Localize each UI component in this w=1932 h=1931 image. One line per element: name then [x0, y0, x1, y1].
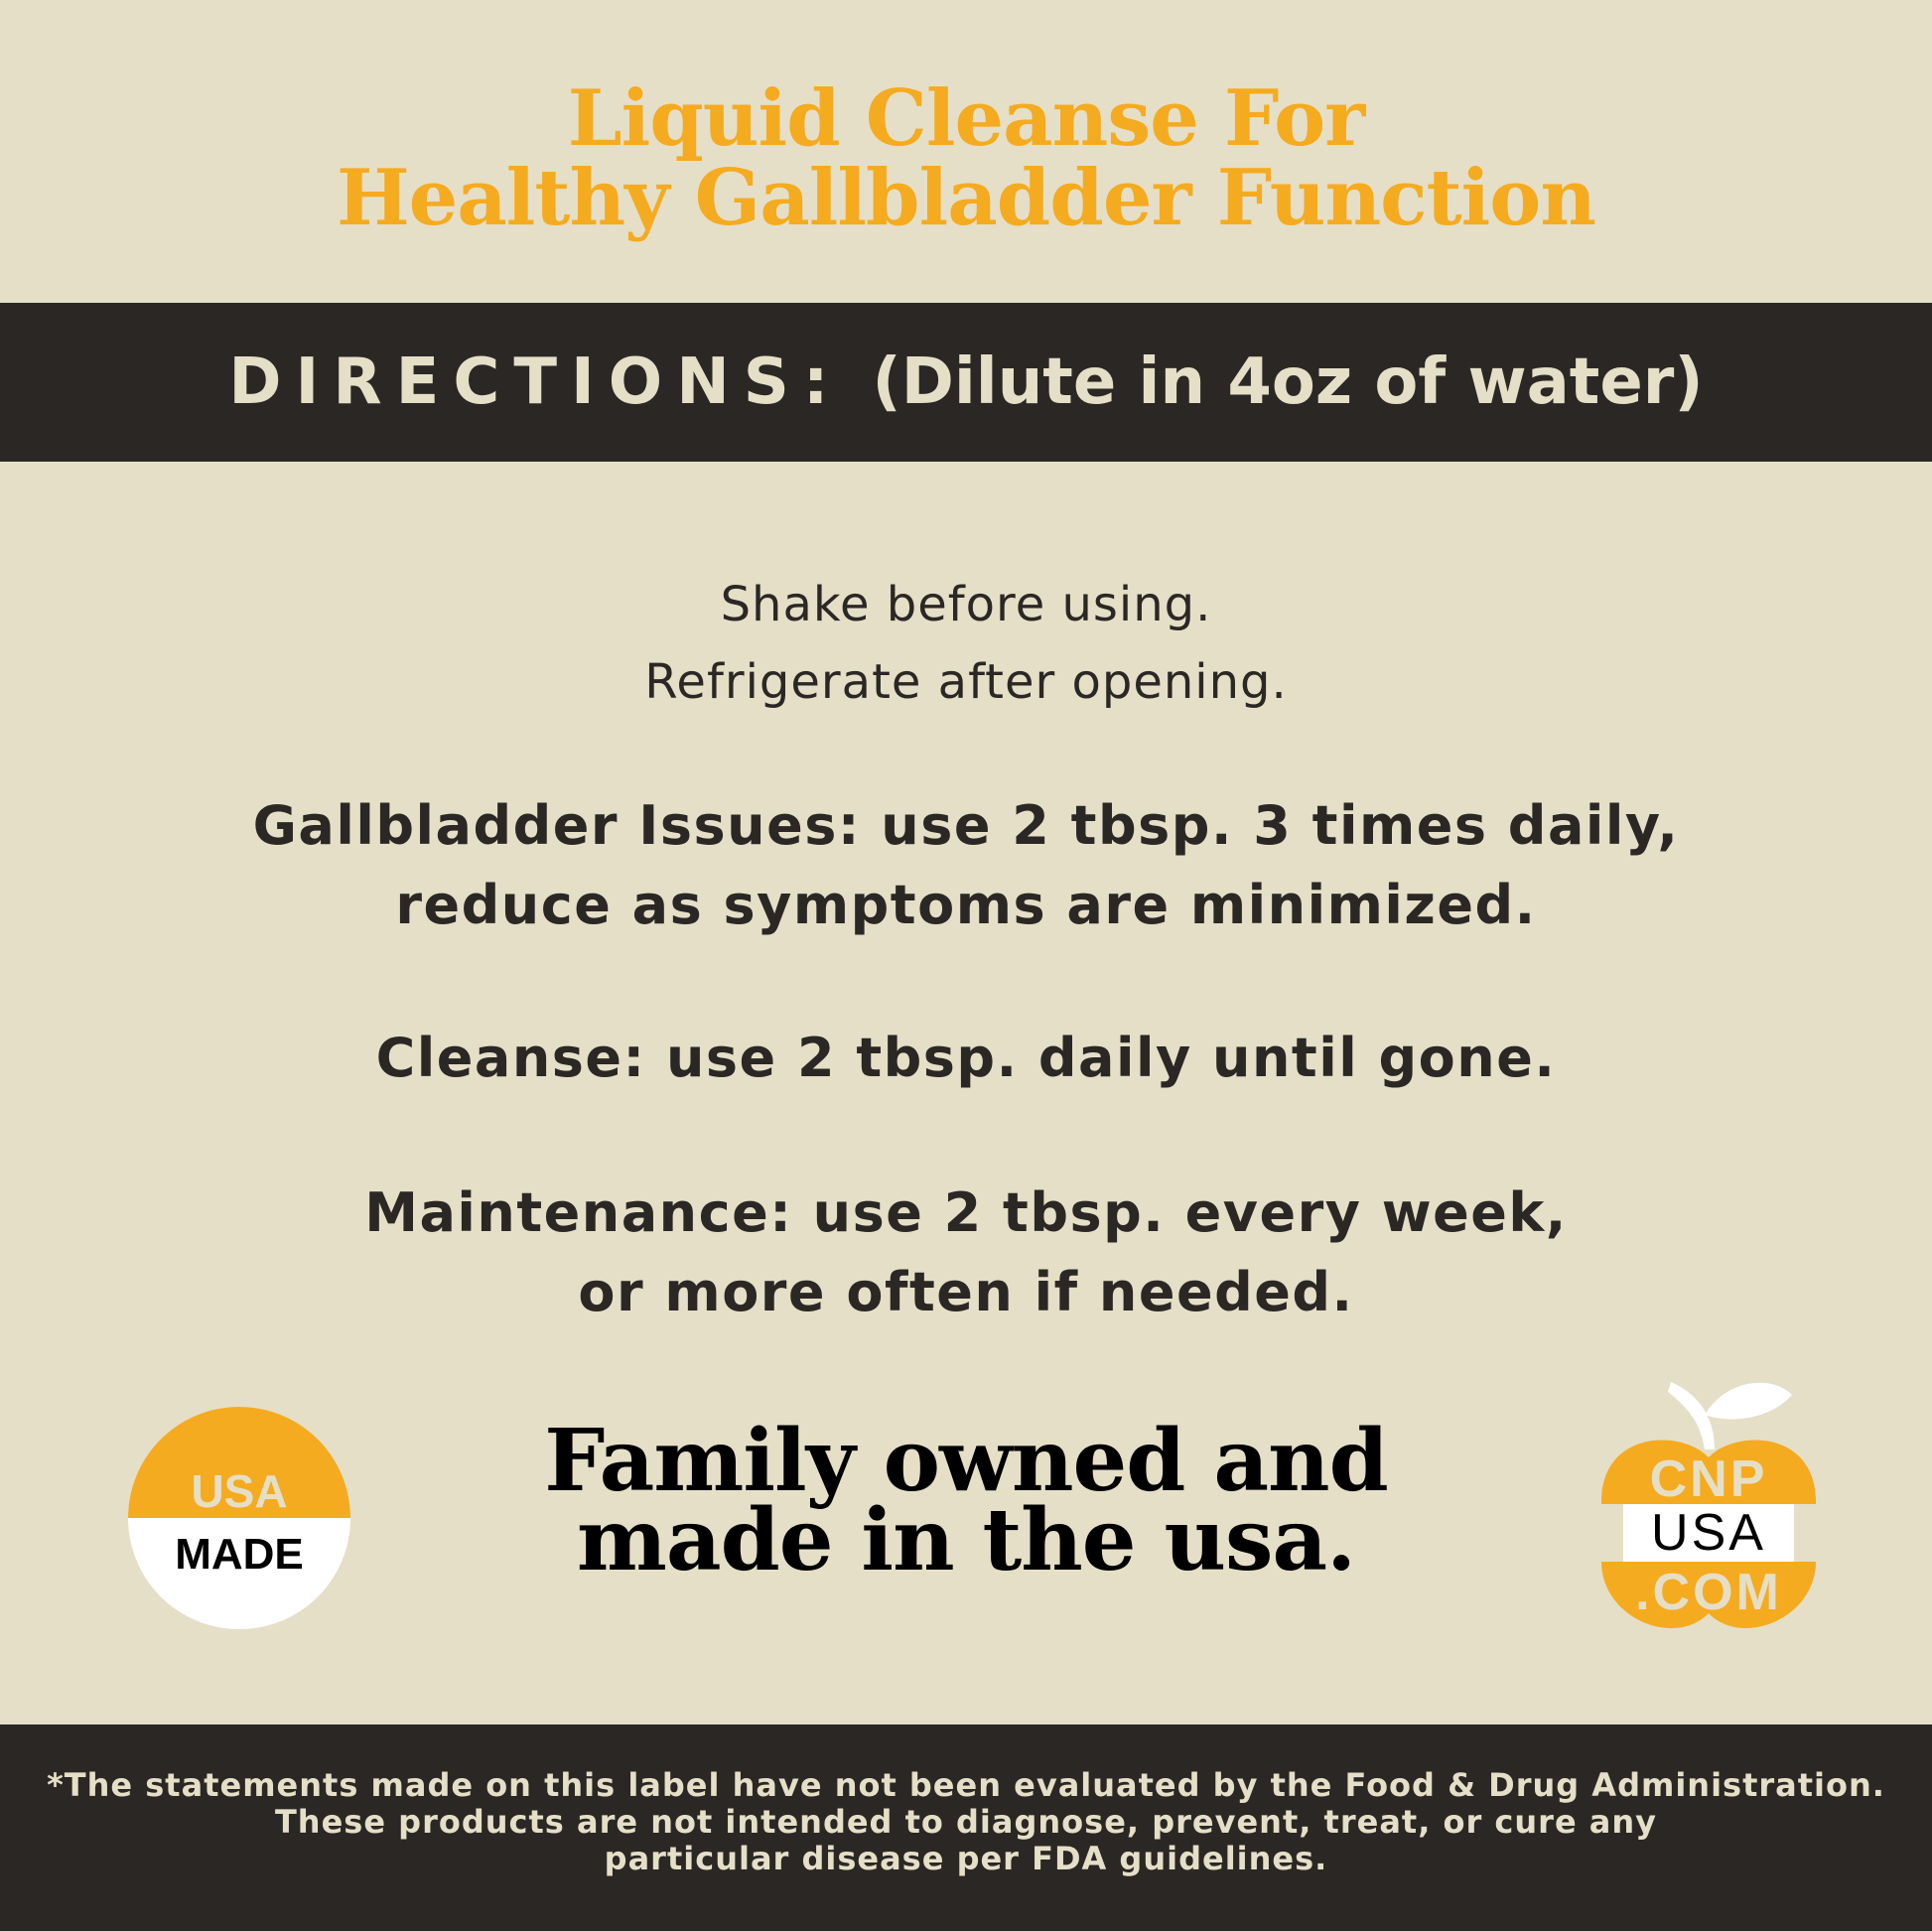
directions-label: DIRECTIONS:: [228, 345, 843, 419]
tagline: Family owned and made in the usa.: [0, 1411, 1932, 1590]
title-line-1: Liquid Cleanse For: [567, 73, 1366, 164]
gallbladder-dose: use 2 tbsp. 3 times daily,: [861, 794, 1680, 857]
title-line-2: Healthy Gallbladder Function: [336, 153, 1596, 243]
apple-core-icon: [1601, 1382, 1816, 1628]
disclaimer-line-3: particular disease per FDA guidelines.: [604, 1840, 1328, 1877]
refrigerate-instruction: Refrigerate after opening.: [644, 654, 1288, 710]
gallbladder-note: reduce as symptoms are minimized.: [395, 874, 1537, 936]
directions-note: (Dilute in 4oz of water): [872, 345, 1704, 419]
logo-com-text: .COM: [1635, 1564, 1782, 1621]
shake-instruction: Shake before using.: [720, 577, 1212, 632]
tagline-line-2: made in the usa.: [576, 1490, 1356, 1590]
cnp-usa-logo: CNP USA .COM: [1593, 1370, 1824, 1638]
gallbladder-instructions: Gallbladder Issues: use 2 tbsp. 3 times …: [0, 786, 1932, 945]
cleanse-label: Cleanse:: [375, 1027, 646, 1089]
maintenance-label: Maintenance:: [364, 1181, 793, 1244]
logo-usa-text: USA: [1651, 1504, 1766, 1562]
disclaimer-line-1: *The statements made on this label have …: [47, 1766, 1885, 1804]
product-title: Liquid Cleanse For Healthy Gallbladder F…: [0, 79, 1932, 238]
maintenance-dose: use 2 tbsp. every week,: [792, 1181, 1568, 1244]
logo-cnp-text: CNP: [1649, 1450, 1768, 1508]
badge-bottom-text: MADE: [175, 1530, 304, 1579]
maintenance-instructions: Maintenance: use 2 tbsp. every week, or …: [0, 1173, 1932, 1332]
cleanse-instructions: Cleanse: use 2 tbsp. daily until gone.: [0, 1019, 1932, 1098]
general-instructions: Shake before using. Refrigerate after op…: [0, 566, 1932, 721]
disclaimer-line-2: These products are not intended to diagn…: [274, 1803, 1658, 1841]
fda-disclaimer: *The statements made on this label have …: [0, 1724, 1932, 1931]
directions-banner: DIRECTIONS: (Dilute in 4oz of water): [0, 303, 1932, 462]
cleanse-dose: use 2 tbsp. daily until gone.: [645, 1027, 1557, 1089]
maintenance-note: or more often if needed.: [578, 1261, 1354, 1323]
gallbladder-label: Gallbladder Issues:: [252, 794, 861, 857]
tagline-line-1: Family owned and: [544, 1411, 1388, 1511]
